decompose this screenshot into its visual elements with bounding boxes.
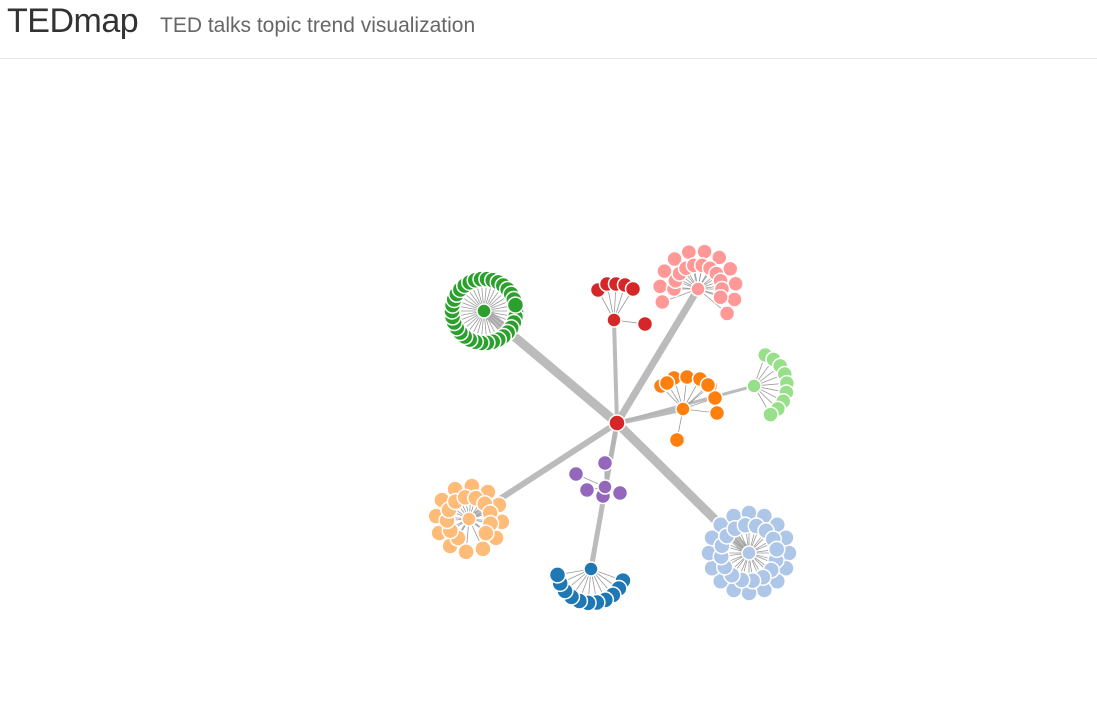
node-center[interactable] xyxy=(608,414,626,432)
app-title: TEDmap xyxy=(7,2,139,40)
node-purple-leaf[interactable] xyxy=(596,454,614,472)
node-red-hub[interactable] xyxy=(606,312,622,328)
node-peach-leaf[interactable] xyxy=(457,543,475,561)
node-pink-leaf[interactable] xyxy=(651,278,669,295)
node-light-green-hub[interactable] xyxy=(746,378,762,394)
node-blue-leaf[interactable] xyxy=(548,566,567,584)
app-subtitle: TED talks topic trend visualization xyxy=(160,14,476,37)
node-light-blue-leaf[interactable] xyxy=(768,540,786,559)
node-peach-leaf[interactable] xyxy=(477,524,495,542)
node-orange-leaf[interactable] xyxy=(708,404,726,422)
link-red xyxy=(612,319,619,424)
node-pink-leaf[interactable] xyxy=(727,275,744,292)
node-green-hub[interactable] xyxy=(476,303,492,319)
node-red-leaf[interactable] xyxy=(624,280,642,298)
node-purple-hub[interactable] xyxy=(597,479,613,495)
node-light-blue-hub[interactable] xyxy=(741,545,757,561)
node-pink-leaf[interactable] xyxy=(666,250,683,268)
page-header: TEDmap TED talks topic trend visualizati… xyxy=(0,0,1097,59)
node-blue-hub[interactable] xyxy=(583,561,599,577)
link-pink xyxy=(614,287,701,425)
node-pink-leaf[interactable] xyxy=(710,249,728,266)
node-orange-leaf[interactable] xyxy=(668,431,686,449)
node-orange-leaf[interactable] xyxy=(658,374,676,392)
node-orange-leaf[interactable] xyxy=(699,376,717,394)
node-light-green-leaf[interactable] xyxy=(762,406,779,423)
node-purple-leaf[interactable] xyxy=(567,465,585,483)
node-peach-hub[interactable] xyxy=(461,511,477,527)
node-pink-leaf[interactable] xyxy=(712,288,729,306)
node-purple-leaf[interactable] xyxy=(611,484,629,502)
graph-nodes xyxy=(427,243,798,612)
node-pink-leaf[interactable] xyxy=(654,293,671,311)
node-pink-leaf[interactable] xyxy=(696,243,713,260)
node-pink-leaf[interactable] xyxy=(726,291,743,308)
node-green-leaf[interactable] xyxy=(506,296,525,314)
node-pink-leaf[interactable] xyxy=(718,305,736,322)
node-pink-hub[interactable] xyxy=(690,281,706,297)
link-orange xyxy=(616,406,684,426)
node-peach-leaf[interactable] xyxy=(474,540,492,558)
node-purple-leaf[interactable] xyxy=(578,481,596,499)
node-orange-hub[interactable] xyxy=(675,401,691,417)
node-red-leaf[interactable] xyxy=(636,315,654,333)
